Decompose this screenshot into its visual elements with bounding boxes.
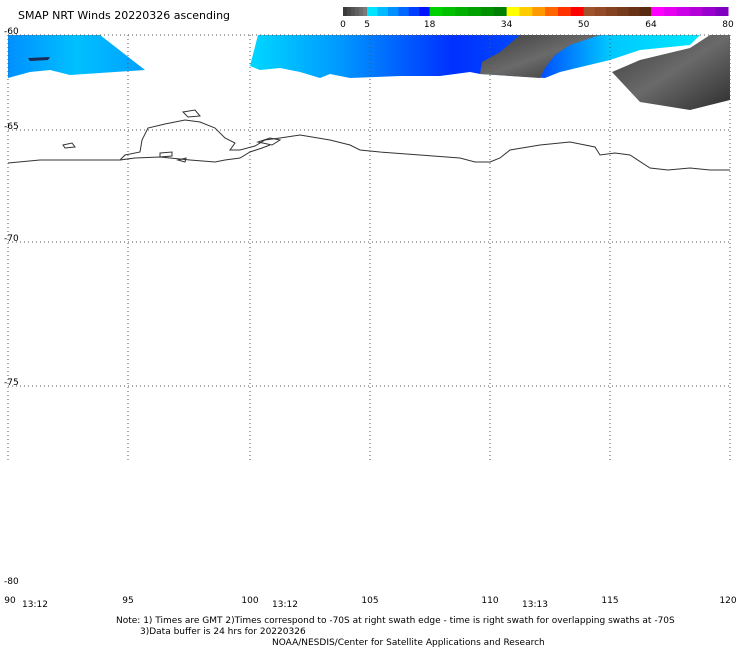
colorbar-segment: [408, 7, 420, 16]
latitude-label: -65: [4, 122, 19, 132]
colorbar-label: 0: [340, 20, 346, 30]
wind-swath-grey-b: [612, 35, 730, 110]
swath-time-1: 13:12: [22, 600, 48, 610]
note-line-2: 3)Data buffer is 24 hrs for 20220326: [140, 627, 306, 637]
colorbar-segment: [468, 7, 482, 16]
colorbar-segment: [359, 7, 364, 16]
colorbar-segment: [651, 7, 665, 16]
colorbar-segment: [532, 7, 546, 16]
longitude-label: 90: [4, 596, 16, 606]
longitude-label: 115: [601, 596, 619, 606]
colorbar-segment: [583, 7, 596, 16]
coastline: [7, 109, 730, 171]
colorbar-segment: [545, 7, 559, 16]
note-line-3: NOAA/NESDIS/Center for Satellite Applica…: [272, 638, 545, 648]
lat-lon-grid: [7, 34, 731, 463]
latitude-label: -60: [4, 27, 19, 37]
coastline-inner: [119, 144, 271, 163]
colorbar-label: 34: [500, 20, 513, 30]
colorbar-segment: [702, 7, 716, 16]
colorbar-segment: [639, 7, 652, 16]
colorbar-segment: [363, 7, 368, 16]
longitude-label: 95: [122, 596, 134, 606]
wind-swath-grey-a: [480, 35, 600, 78]
colorbar-label: 5: [364, 20, 370, 30]
colorbar-segment: [429, 7, 443, 16]
colorbar-label: 50: [577, 20, 590, 30]
longitude-label: 120: [719, 596, 737, 606]
colorbar: [343, 7, 729, 16]
latitude-label: -70: [4, 234, 19, 244]
colorbar-segment: [689, 7, 703, 16]
wind-swath-dark-patch: [28, 57, 50, 61]
colorbar-segment: [351, 7, 356, 16]
swath-time-3: 13:13: [522, 600, 548, 610]
colorbar-segment: [715, 7, 729, 16]
colorbar-segment: [570, 7, 585, 16]
colorbar-label: 80: [722, 20, 734, 30]
colorbar-segment: [377, 7, 389, 16]
longitude-label: 100: [241, 596, 259, 606]
coastline-main: [7, 119, 730, 171]
wind-swath-center: [250, 35, 700, 78]
colorbar-segment: [493, 7, 508, 16]
colorbar-segment: [676, 7, 690, 16]
colorbar-segment: [419, 7, 431, 16]
colorbar-segment: [455, 7, 469, 16]
colorbar-segment: [442, 7, 456, 16]
colorbar-label: 64: [645, 20, 657, 30]
colorbar-segment: [355, 7, 360, 16]
colorbar-segment: [594, 7, 607, 16]
colorbar-segment: [347, 7, 352, 16]
island-b: [181, 109, 201, 118]
wind-swaths: [8, 35, 730, 110]
note-line-1: Note: 1) Times are GMT 2)Times correspon…: [116, 616, 675, 626]
colorbar-segment: [519, 7, 533, 16]
colorbar-label: 18: [423, 20, 436, 30]
colorbar-segment: [617, 7, 630, 16]
island-a: [62, 142, 76, 149]
swath-time-2: 13:12: [272, 600, 298, 610]
colorbar-segment: [606, 7, 618, 16]
colorbar-segment: [398, 7, 410, 16]
island-e: [256, 137, 282, 146]
colorbar-segment: [557, 7, 572, 16]
colorbar-segment: [628, 7, 641, 16]
colorbar-segment: [387, 7, 399, 16]
latitude-label: -75: [4, 378, 19, 388]
colorbar-segment: [663, 7, 678, 16]
colorbar-segment: [343, 7, 348, 16]
longitude-label: 110: [481, 596, 499, 606]
island-d: [176, 157, 187, 163]
latitude-label: -80: [4, 577, 19, 587]
wind-swath-left: [8, 35, 145, 78]
island-c: [159, 151, 173, 158]
map-title: SMAP NRT Winds 20220326 ascending: [18, 9, 231, 22]
colorbar-segment: [480, 7, 495, 16]
colorbar-segment: [367, 7, 378, 16]
longitude-label: 105: [361, 596, 379, 606]
colorbar-segment: [506, 7, 520, 16]
